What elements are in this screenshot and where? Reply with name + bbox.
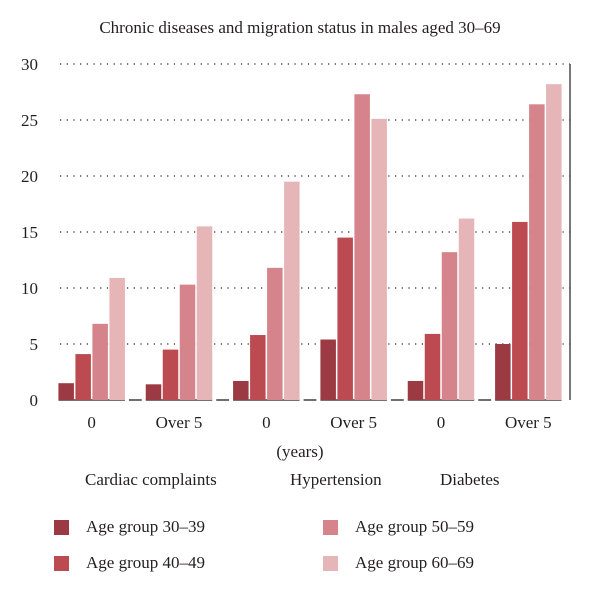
bar [546,84,562,400]
legend-swatch-60-69 [323,555,338,571]
bar [233,380,249,400]
bar [441,252,458,400]
legend-swatch-50-59 [323,519,338,535]
axes [58,64,571,401]
bar [424,333,441,400]
group-label-hypertension: Hypertension [290,470,382,489]
x-tick-label: 0 [87,413,96,432]
bar [109,277,125,400]
legend-item-50-59: Age group 50–59 [323,517,474,537]
y-tick-label: 30 [21,55,38,74]
x-axis-label: (years) [276,442,324,461]
bar [75,354,91,400]
bar [179,284,196,400]
group-label-cardiac: Cardiac complaints [85,470,217,489]
y-tick-label: 5 [30,335,39,354]
group-label-diabetes: Diabetes [440,470,500,489]
bar [92,323,108,400]
bar [337,237,353,400]
y-tick-label: 15 [21,223,38,242]
bar [495,344,511,400]
y-tick-label: 10 [21,279,38,298]
bar [320,339,336,400]
legend-item-60-69: Age group 60–69 [323,553,474,573]
bar [267,267,283,400]
y-tick-label: 20 [21,167,38,186]
legend-swatch-30-39 [54,519,69,535]
x-tick-label: 0 [262,413,271,432]
x-tick-label: Over 5 [505,413,552,432]
legend-swatch-40-49 [54,555,69,571]
chart-title: Chronic diseases and migration status in… [99,18,501,37]
bar [58,383,74,400]
bar [250,335,266,400]
bar [512,221,528,400]
bar [371,118,387,400]
x-tick-label: Over 5 [330,413,377,432]
bar [145,384,162,400]
y-tick-label: 25 [21,111,38,130]
bar [196,226,213,400]
bar [407,380,424,400]
x-tick-label: Over 5 [156,413,203,432]
legend-label-60-69: Age group 60–69 [355,553,474,572]
tick-labels: 0 5 10 15 20 25 30 0 Over 5 0 Over 5 0 Over 5 [21,55,552,432]
gridlines [60,63,570,345]
bars [58,84,562,401]
legend-label-30-39: Age group 30–39 [86,517,205,536]
bar [162,349,179,400]
bar [354,94,370,401]
y-tick-label: 0 [30,391,39,410]
legend-label-40-49: Age group 40–49 [86,553,205,572]
bar [529,104,545,400]
x-tick-label: 0 [437,413,446,432]
legend-label-50-59: Age group 50–59 [355,517,474,536]
bar [458,218,475,400]
legend-item-40-49: Age group 40–49 [54,553,205,573]
legend-item-30-39: Age group 30–39 [54,517,205,537]
bar [284,181,300,400]
